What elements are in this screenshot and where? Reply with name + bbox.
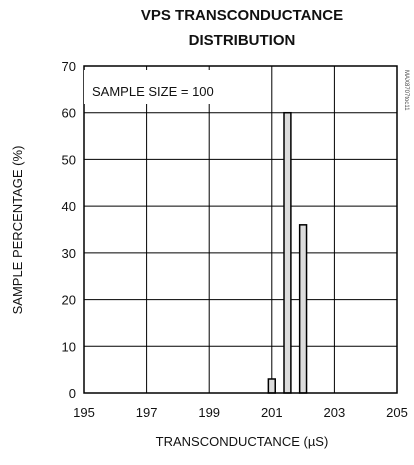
y-tick-label: 70	[62, 59, 76, 74]
y-axis-label: SAMPLE PERCENTAGE (%)	[10, 146, 25, 315]
chart-title-line-1: VPS TRANSCONDUCTANCE	[141, 7, 343, 24]
y-tick-label: 60	[62, 106, 76, 121]
x-axis-label: TRANSCONDUCTANCE (µS)	[156, 434, 329, 449]
histogram-bar	[267, 378, 276, 394]
y-tick-label: 50	[62, 152, 76, 167]
x-tick-label: 199	[198, 405, 220, 420]
tick-labels: 195 197 199 201 203 205 0 10 20 30 40 50 60 70	[62, 59, 408, 420]
histogram-bar	[298, 224, 308, 394]
grid	[84, 66, 397, 393]
x-tick-label: 195	[73, 405, 95, 420]
plot-frame	[83, 65, 398, 394]
histogram-bar	[283, 111, 292, 394]
sample-size-annotation: SAMPLE SIZE = 100	[92, 84, 214, 99]
chart-title: VPS TRANSCONDUCTANCE DISTRIBUTION	[141, 7, 343, 49]
x-tick-label: 203	[324, 405, 346, 420]
y-tick-label: 10	[62, 339, 76, 354]
y-tick-label: 0	[69, 386, 76, 401]
y-tick-label: 20	[62, 293, 76, 308]
x-tick-label: 201	[261, 405, 283, 420]
annotation-box	[84, 70, 239, 104]
y-tick-label: 30	[62, 246, 76, 261]
watermark: MAX8707toc11	[403, 70, 409, 111]
x-tick-label: 205	[386, 405, 408, 420]
chart-title-line-2: DISTRIBUTION	[189, 32, 296, 49]
y-tick-label: 40	[62, 199, 76, 214]
x-tick-label: 197	[136, 405, 158, 420]
